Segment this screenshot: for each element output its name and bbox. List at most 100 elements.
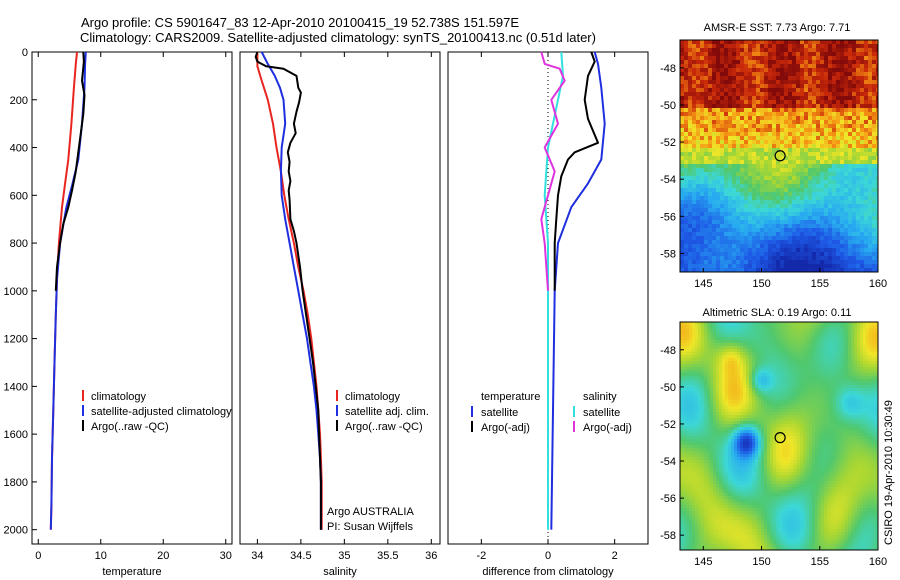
map-cell [868,200,873,205]
map-cell [768,104,773,109]
map-cell [686,358,690,362]
map-cell [755,403,759,407]
map-cell [707,394,711,398]
map-cell [806,325,810,329]
map-cell [692,68,697,73]
map-cell [752,331,756,335]
map-cell [857,388,861,392]
map-cell [704,334,708,338]
map-y-tick-label: -48 [660,63,676,75]
map-cell [784,180,789,185]
map-cell [728,72,733,77]
map-cell [820,256,825,261]
map-cell [818,340,822,344]
map-cell [780,260,785,265]
map-cell [760,84,765,89]
map-cell [692,325,696,329]
map-cell [800,108,805,113]
map-cell [832,132,837,137]
map-cell [788,406,792,410]
map-cell [704,148,709,153]
map-cell [696,192,701,197]
map-cell [680,391,684,395]
map-cell [749,358,753,362]
map-cell [740,334,744,338]
map-cell [840,244,845,249]
map-cell [737,355,741,359]
map-cell [852,52,857,57]
map-cell [869,376,873,380]
map-cell [788,220,793,225]
map-cell [746,406,750,410]
map-cell [856,120,861,125]
map-cell [734,334,738,338]
map-cell [840,112,845,117]
map-cell [857,370,861,374]
map-cell [704,331,708,335]
map-cell [836,397,840,401]
map-cell [732,260,737,265]
map-cell [737,400,741,404]
map-cell [851,364,855,368]
map-cell [796,100,801,105]
map-cell [701,355,705,359]
map-cell [768,220,773,225]
map-cell [744,260,749,265]
map-cell [833,322,837,326]
map-cell [844,92,849,97]
map-cell [796,152,801,157]
map-cell [767,385,771,389]
map-cell [746,391,750,395]
map-cell [700,144,705,149]
map-cell [796,72,801,77]
map-cell [768,248,773,253]
map-cell [860,188,865,193]
map-cell [713,403,717,407]
map-cell [768,116,773,121]
map-cell [756,264,761,269]
map-cell [788,148,793,153]
map-cell [808,64,813,69]
map-cell [740,260,745,265]
map-cell [788,364,792,368]
map-cell [732,216,737,221]
map-cell [686,406,690,410]
map-cell [696,208,701,213]
map-cell [844,228,849,233]
map-cell [788,340,792,344]
map-cell [760,104,765,109]
map-cell [722,385,726,389]
map-cell [704,156,709,161]
map-cell [869,346,873,350]
map-cell [767,355,771,359]
map-cell [794,400,798,404]
map-cell [868,168,873,173]
map-cell [695,400,699,404]
map-cell [808,192,813,197]
map-cell [749,349,753,353]
map-cell [872,140,877,145]
map-cell [836,248,841,253]
map-cell [796,200,801,205]
map-cell [828,40,833,45]
map-cell [770,394,774,398]
map-cell [864,60,869,65]
map-cell [840,168,845,173]
map-cell [713,379,717,383]
map-cell [724,256,729,261]
map-cell [732,48,737,53]
map-cell [734,367,738,371]
map-cell [860,160,865,165]
map-cell [755,322,759,326]
map-cell [840,156,845,161]
map-cell [797,364,801,368]
map-cell [770,388,774,392]
map-cell [704,355,708,359]
map-cell [842,394,846,398]
map-cell [868,64,873,69]
map-cell [680,349,684,353]
map-cell [692,40,697,45]
map-cell [812,176,817,181]
map-cell [704,48,709,53]
map-cell [830,355,834,359]
